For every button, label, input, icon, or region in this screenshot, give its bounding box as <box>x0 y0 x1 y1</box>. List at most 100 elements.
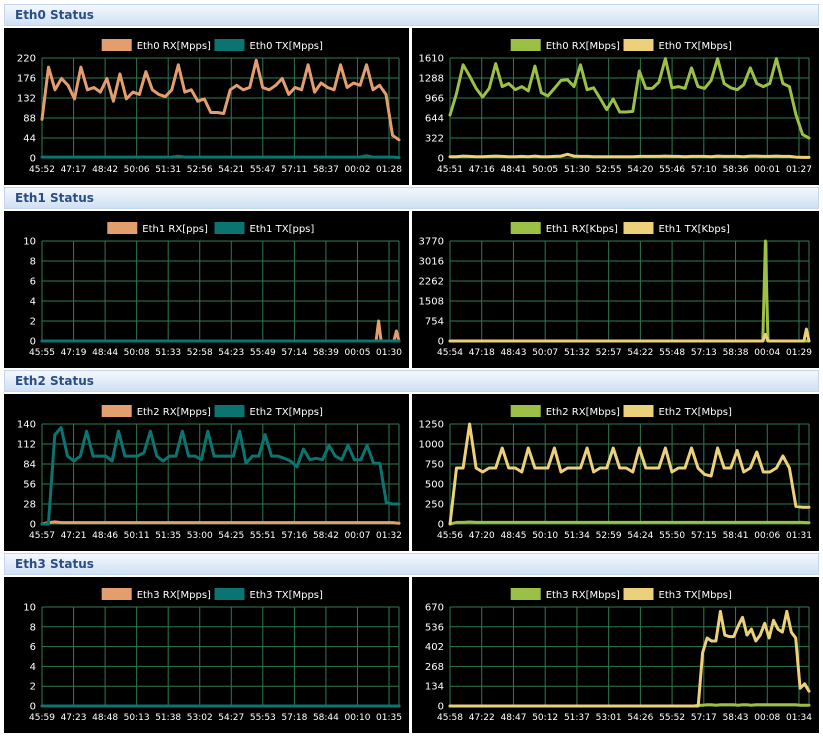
x-tick-label: 01:30 <box>376 348 402 358</box>
legend-swatch <box>101 405 132 417</box>
y-tick-label: 134 <box>425 682 444 693</box>
x-tick-label: 01:34 <box>786 713 812 723</box>
legend-label: Eth0 TX[Mpps] <box>250 41 324 52</box>
x-tick-label: 48:44 <box>92 348 118 358</box>
legend-swatch <box>623 588 654 600</box>
y-tick-label: 322 <box>425 134 444 145</box>
x-tick-label: 57:15 <box>691 531 717 541</box>
x-tick-label: 55:51 <box>250 531 276 541</box>
x-tick-label: 45:51 <box>437 165 463 175</box>
x-tick-label: 47:17 <box>61 165 87 175</box>
eth1-section-header: Eth1 Status <box>4 187 819 209</box>
y-tick-label: 0 <box>438 520 444 531</box>
x-tick-label: 51:37 <box>564 713 590 723</box>
y-tick-label: 250 <box>425 500 444 511</box>
y-tick-label: 8 <box>30 257 36 268</box>
y-tick-label: 0 <box>438 337 444 348</box>
x-tick-label: 57:18 <box>281 713 307 723</box>
x-tick-label: 51:35 <box>155 531 181 541</box>
eth3-section-header: Eth3 Status <box>4 553 819 575</box>
y-tick-label: 966 <box>425 94 444 105</box>
x-tick-label: 00:06 <box>754 531 780 541</box>
y-tick-label: 750 <box>425 460 444 471</box>
x-tick-label: 50:05 <box>532 165 558 175</box>
x-tick-label: 47:23 <box>61 713 87 723</box>
series-line <box>448 520 811 526</box>
x-tick-label: 51:31 <box>155 165 181 175</box>
x-tick-label: 47:16 <box>469 165 495 175</box>
x-tick-label: 47:19 <box>61 348 87 358</box>
section-title: Eth1 Status <box>15 191 94 205</box>
x-tick-label: 58:37 <box>313 165 339 175</box>
y-tick-label: 56 <box>23 480 36 491</box>
x-tick-label: 58:39 <box>313 348 339 358</box>
legend-label: Eth3 TX[Mpps] <box>250 590 324 601</box>
legend-label: Eth0 RX[Mpps] <box>137 41 211 52</box>
y-tick-label: 500 <box>425 480 444 491</box>
section-title: Eth2 Status <box>15 374 94 388</box>
legend-swatch <box>510 222 541 234</box>
x-tick-label: 51:34 <box>564 531 590 541</box>
x-tick-label: 53:02 <box>187 713 213 723</box>
x-tick-label: 52:57 <box>596 348 622 358</box>
x-tick-label: 53:01 <box>596 713 622 723</box>
legend-swatch <box>214 222 245 234</box>
y-tick-label: 402 <box>425 642 444 653</box>
x-tick-label: 51:33 <box>155 348 181 358</box>
legend-swatch <box>510 588 541 600</box>
x-tick-label: 52:58 <box>187 348 213 358</box>
legend-label: Eth1 TX[Kbps] <box>659 224 730 235</box>
y-tick-label: 670 <box>425 603 444 614</box>
x-tick-label: 45:59 <box>29 713 55 723</box>
y-tick-label: 3016 <box>419 257 444 268</box>
legend-label: Eth0 TX[Mbps] <box>659 41 733 52</box>
x-tick-label: 50:08 <box>124 348 150 358</box>
x-tick-label: 57:17 <box>691 713 717 723</box>
x-tick-label: 50:10 <box>532 531 558 541</box>
x-tick-label: 00:05 <box>344 348 370 358</box>
y-tick-label: 10 <box>23 237 36 248</box>
legend-label: Eth0 RX[Mbps] <box>546 41 620 52</box>
x-tick-label: 55:53 <box>250 713 276 723</box>
legend-label: Eth2 RX[Mbps] <box>546 407 620 418</box>
legend-label: Eth1 TX[pps] <box>250 224 315 235</box>
y-tick-label: 176 <box>17 74 36 85</box>
legend-swatch <box>623 405 654 417</box>
x-tick-label: 48:46 <box>92 531 118 541</box>
y-tick-label: 268 <box>425 662 444 673</box>
x-tick-label: 47:21 <box>61 531 87 541</box>
x-tick-label: 57:13 <box>691 348 717 358</box>
eth3-pps-chart: 0 2 4 6 8 10 45:59 47:23 48:48 50:13 51:38 53:02 54:… <box>4 577 409 733</box>
x-tick-label: 00:10 <box>344 713 370 723</box>
x-tick-label: 52:59 <box>596 531 622 541</box>
x-tick-label: 51:32 <box>564 348 590 358</box>
x-tick-label: 54:25 <box>218 531 244 541</box>
legend-swatch <box>214 405 245 417</box>
x-tick-label: 55:52 <box>659 713 685 723</box>
x-tick-label: 57:14 <box>281 348 307 358</box>
x-tick-label: 50:07 <box>532 348 558 358</box>
section-title: Eth3 Status <box>15 557 94 571</box>
x-tick-label: 54:24 <box>627 531 653 541</box>
y-tick-label: 3770 <box>419 237 444 248</box>
x-tick-label: 48:45 <box>500 531 526 541</box>
eth0-bps-chart: 0 322 644 966 1288 1610 45:51 47:16 48:41 50:05 51… <box>412 28 819 185</box>
legend-swatch <box>510 39 541 51</box>
y-tick-label: 6 <box>30 642 36 653</box>
x-tick-label: 48:42 <box>92 165 118 175</box>
y-tick-label: 0 <box>30 337 36 348</box>
eth3-bps-chart: 0 134 268 402 536 670 45:58 47:22 48:47 50:12 51:3… <box>412 577 819 733</box>
y-tick-label: 6 <box>30 277 36 288</box>
legend-label: Eth2 RX[Mpps] <box>137 407 211 418</box>
x-tick-label: 00:02 <box>344 165 370 175</box>
legend-label: Eth2 TX[Mpps] <box>250 407 324 418</box>
x-tick-label: 45:56 <box>437 531 463 541</box>
series-line <box>448 422 811 526</box>
y-tick-label: 754 <box>425 317 444 328</box>
legend-swatch <box>623 39 654 51</box>
x-tick-label: 47:22 <box>469 713 495 723</box>
x-tick-label: 45:58 <box>437 713 463 723</box>
y-tick-label: 1250 <box>419 420 444 431</box>
y-tick-label: 44 <box>23 134 36 145</box>
x-tick-label: 48:47 <box>500 713 526 723</box>
